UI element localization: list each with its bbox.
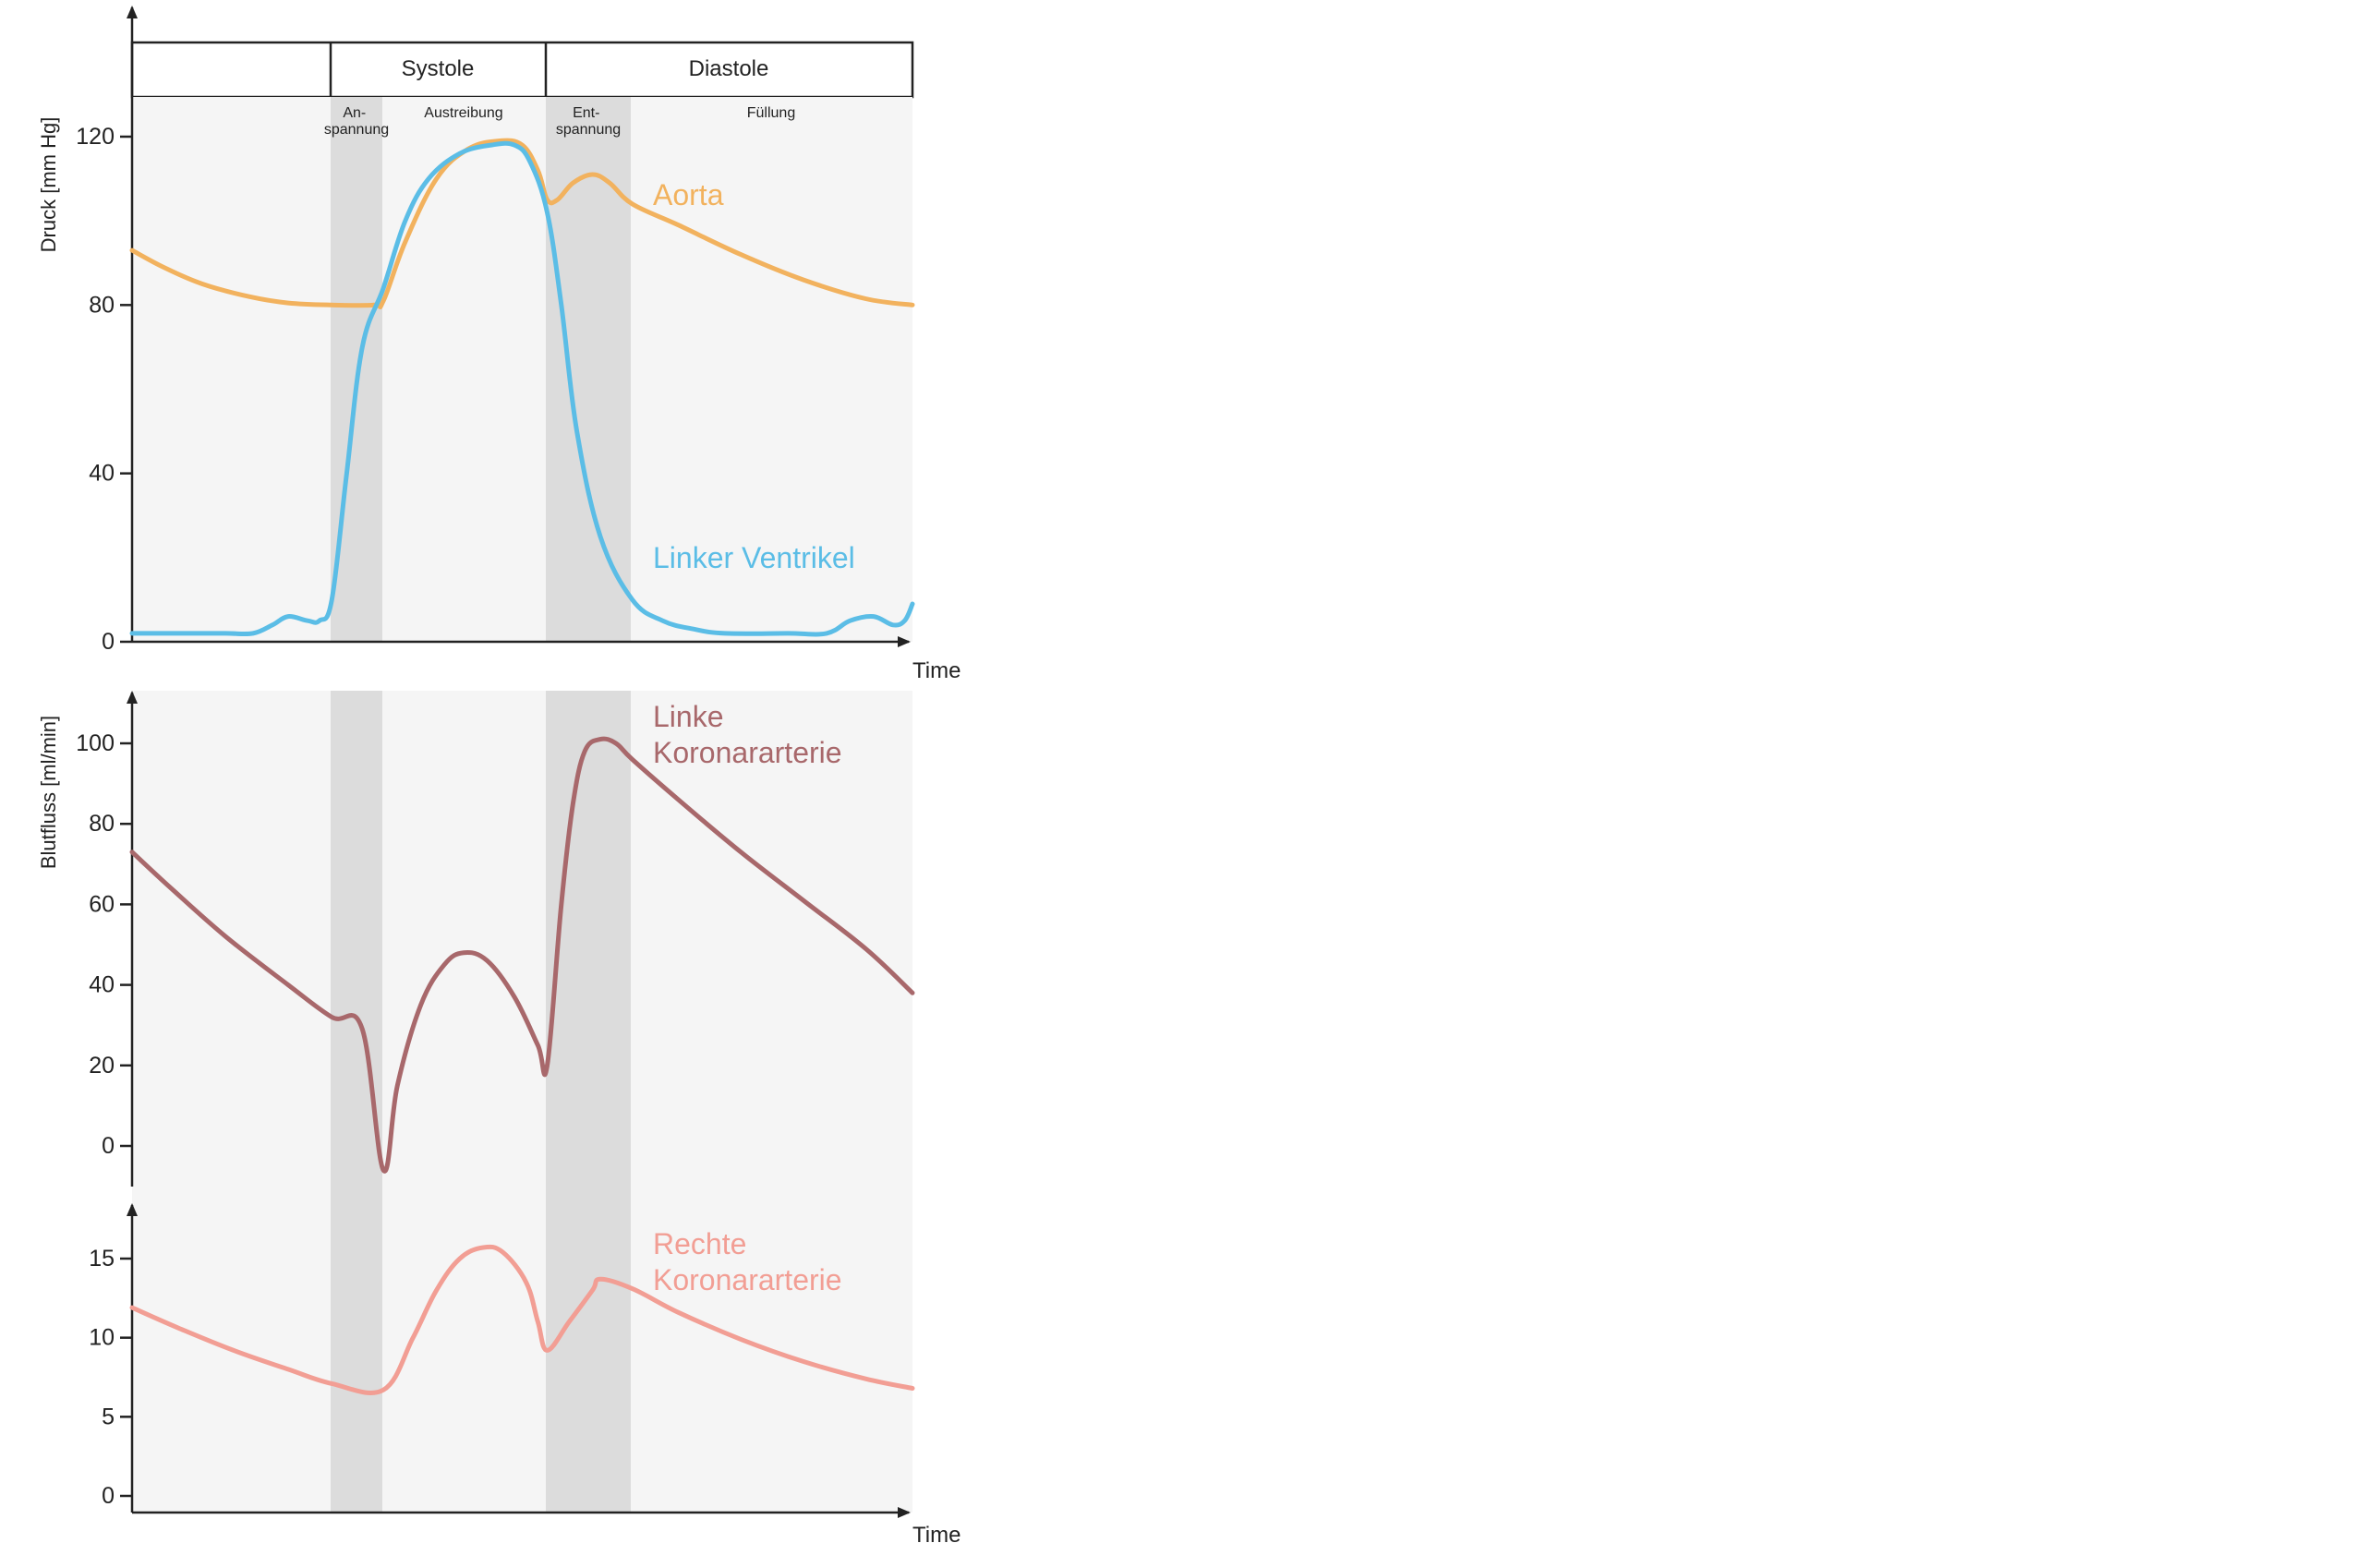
systole-label: Systole (402, 56, 475, 81)
header-box (130, 41, 914, 99)
y-tick-label-left-coronary-20: 20 (89, 1053, 115, 1079)
pressure-y-label: Druck [mm Hg] (37, 117, 60, 253)
series-label-left-coronary: Linke Koronararterie (653, 700, 842, 769)
series-label-aorta: Aorta (653, 178, 724, 211)
series-line-linker-ventrikel (129, 140, 915, 637)
left-coronary-panel-bg (132, 691, 912, 1187)
phase-label-anspannung-line2: spannung (324, 122, 389, 138)
y-tick-label-right-coronary-15: 15 (89, 1246, 115, 1272)
series-label-left-coronary-line2: Koronararterie (653, 736, 842, 769)
y-tick-label-left-coronary-100: 100 (76, 730, 115, 756)
y-tick-label-left-coronary-40: 40 (89, 972, 115, 998)
left-coronary-y-ticks: 0 20 40 60 80 100 (76, 730, 132, 1159)
left-coronary-series (129, 736, 915, 1174)
pressure-panel: An- spannung Austreibung Ent- spannung F… (37, 6, 960, 683)
y-tick-label-pressure-120: 120 (76, 124, 115, 150)
series-line-rechte-koronararterie (129, 1244, 915, 1395)
pressure-panel-bg (132, 97, 912, 642)
phase-label-anspannung-line1: An- (343, 105, 366, 121)
series-label-left-coronary-line1: Linke (653, 700, 724, 733)
series-line-aorta (129, 138, 915, 309)
flow-y-label: Blutfluss [ml/min] (37, 716, 60, 869)
right-coronary-panel: Time 0 5 10 15 Rechte Koronararterie (89, 1187, 960, 1548)
y-tick-label-left-coronary-0: 0 (102, 1133, 115, 1159)
phase-label-entspannung-line1: Ent- (573, 105, 599, 121)
y-tick-label-left-coronary-60: 60 (89, 891, 115, 917)
series-label-right-coronary: Rechte Koronararterie (653, 1227, 842, 1296)
phase-shade-anspannung-3 (331, 1187, 382, 1513)
pressure-series (129, 138, 915, 637)
pressure-x-label: Time (912, 658, 960, 683)
y-tick-label-pressure-40: 40 (89, 461, 115, 487)
right-coronary-y-ticks: 0 5 10 15 (89, 1246, 132, 1509)
phase-header: Systole Diastole (130, 41, 914, 99)
phase-label-austreibung: Austreibung (424, 105, 502, 121)
right-coronary-series (129, 1244, 915, 1395)
phase-label-entspannung-line2: spannung (556, 122, 621, 138)
flow-x-label: Time (912, 1523, 960, 1548)
series-label-ventricle: Linker Ventrikel (653, 541, 855, 574)
phase-shade-entspannung-3 (546, 1187, 631, 1513)
y-tick-label-pressure-0: 0 (102, 629, 115, 655)
series-label-right-coronary-line2: Koronararterie (653, 1263, 842, 1296)
y-tick-label-right-coronary-0: 0 (102, 1483, 115, 1509)
series-line-linke-koronararterie (129, 736, 915, 1174)
series-label-right-coronary-line1: Rechte (653, 1227, 746, 1260)
phase-shade-entspannung (546, 97, 631, 642)
y-tick-label-right-coronary-10: 10 (89, 1325, 115, 1351)
left-coronary-panel: Blutfluss [ml/min] 0 20 40 60 80 100 Linke Ko… (37, 691, 915, 1187)
pressure-y-ticks: 0 40 80 120 (76, 124, 132, 655)
phase-label-entspannung: Ent- spannung (556, 105, 621, 138)
y-tick-label-left-coronary-80: 80 (89, 811, 115, 837)
y-tick-label-right-coronary-5: 5 (102, 1404, 115, 1429)
diastole-label: Diastole (689, 56, 769, 81)
right-coronary-panel-bg (132, 1187, 912, 1513)
y-tick-label-pressure-80: 80 (89, 292, 115, 318)
phase-label-fuellung: Füllung (747, 105, 795, 121)
phase-label-anspannung: An- spannung (324, 105, 389, 138)
